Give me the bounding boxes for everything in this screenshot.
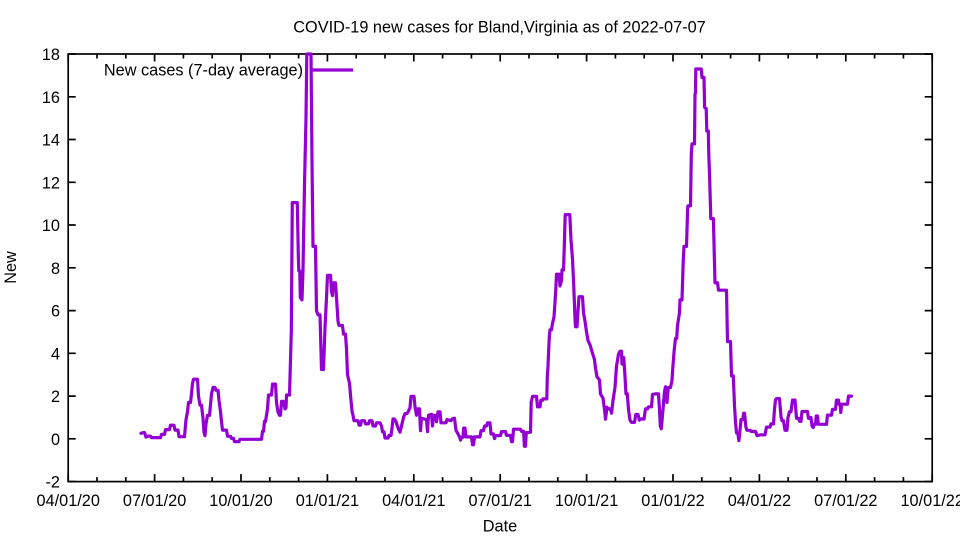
svg-text:07/01/21: 07/01/21 — [469, 492, 532, 510]
svg-text:12: 12 — [42, 174, 60, 192]
svg-text:8: 8 — [51, 260, 60, 278]
svg-text:04/01/21: 04/01/21 — [382, 492, 445, 510]
svg-text:New: New — [2, 251, 20, 284]
svg-text:2: 2 — [51, 388, 60, 406]
svg-text:01/01/21: 01/01/21 — [296, 492, 359, 510]
svg-text:01/01/22: 01/01/22 — [641, 492, 704, 510]
svg-text:10/01/22: 10/01/22 — [901, 492, 960, 510]
svg-text:10/01/20: 10/01/20 — [209, 492, 272, 510]
svg-text:16: 16 — [42, 89, 60, 107]
svg-text:4: 4 — [51, 345, 60, 363]
svg-text:14: 14 — [42, 132, 60, 150]
svg-text:04/01/20: 04/01/20 — [37, 492, 100, 510]
svg-text:-2: -2 — [46, 474, 60, 492]
svg-text:6: 6 — [51, 303, 60, 321]
svg-text:04/01/22: 04/01/22 — [728, 492, 791, 510]
svg-text:COVID-19 new cases for Bland,V: COVID-19 new cases for Bland,Virginia as… — [293, 18, 705, 36]
svg-text:10/01/21: 10/01/21 — [555, 492, 618, 510]
svg-text:Date: Date — [483, 518, 517, 536]
svg-text:18: 18 — [42, 46, 60, 64]
svg-text:10: 10 — [42, 217, 60, 235]
svg-text:0: 0 — [51, 431, 60, 449]
svg-text:07/01/20: 07/01/20 — [123, 492, 186, 510]
svg-text:New cases (7-day average): New cases (7-day average) — [104, 62, 303, 80]
svg-text:07/01/22: 07/01/22 — [814, 492, 877, 510]
